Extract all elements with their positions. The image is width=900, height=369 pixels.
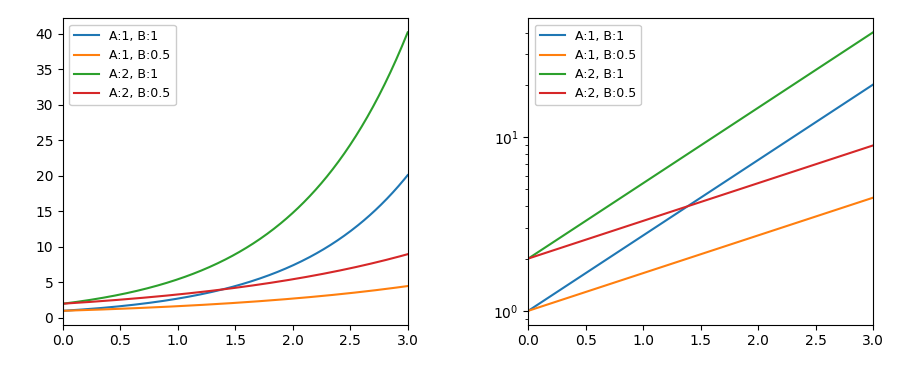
- A:1, B:0.5: [868, 196, 878, 200]
- A:1, B:0.5: [263, 298, 274, 303]
- A:2, B:1: [814, 66, 824, 70]
- A:1, B:1: [814, 118, 824, 123]
- A:2, B:0.5: [58, 301, 68, 306]
- A:2, B:0.5: [370, 261, 381, 265]
- A:1, B:1: [268, 271, 279, 276]
- Line: A:2, B:0.5: A:2, B:0.5: [63, 254, 408, 304]
- Line: A:2, B:1: A:2, B:1: [528, 32, 873, 259]
- A:2, B:0.5: [835, 154, 846, 158]
- A:1, B:0.5: [523, 308, 534, 313]
- A:1, B:1: [370, 208, 381, 212]
- A:1, B:1: [835, 104, 846, 108]
- A:1, B:0.5: [814, 213, 824, 218]
- A:1, B:1: [523, 308, 534, 313]
- Legend: A:1, B:1, A:1, B:0.5, A:2, B:1, A:2, B:0.5: A:1, B:1, A:1, B:0.5, A:2, B:1, A:2, B:0…: [535, 25, 641, 106]
- A:2, B:1: [402, 30, 413, 35]
- A:1, B:1: [263, 273, 274, 278]
- A:2, B:1: [268, 227, 279, 231]
- A:1, B:0.5: [728, 241, 739, 246]
- A:2, B:0.5: [402, 252, 413, 256]
- A:2, B:0.5: [263, 281, 274, 285]
- Line: A:2, B:0.5: A:2, B:0.5: [528, 145, 873, 259]
- A:1, B:1: [58, 308, 68, 313]
- A:2, B:0.5: [728, 189, 739, 193]
- A:1, B:0.5: [58, 308, 68, 313]
- A:2, B:1: [835, 51, 846, 56]
- Legend: A:1, B:1, A:1, B:0.5, A:2, B:1, A:2, B:0.5: A:1, B:1, A:1, B:0.5, A:2, B:1, A:2, B:0…: [69, 25, 176, 106]
- Line: A:1, B:0.5: A:1, B:0.5: [63, 286, 408, 311]
- A:1, B:1: [58, 308, 69, 313]
- A:1, B:0.5: [268, 298, 279, 302]
- A:1, B:0.5: [58, 308, 69, 313]
- A:2, B:1: [263, 231, 274, 235]
- A:2, B:1: [348, 138, 359, 142]
- A:1, B:0.5: [835, 206, 846, 211]
- A:2, B:0.5: [814, 161, 824, 165]
- A:1, B:1: [348, 227, 359, 231]
- A:2, B:1: [58, 301, 68, 306]
- A:1, B:1: [262, 274, 273, 278]
- A:2, B:1: [727, 123, 738, 127]
- A:2, B:1: [523, 256, 534, 261]
- A:1, B:1: [524, 308, 535, 312]
- Line: A:1, B:1: A:1, B:1: [528, 85, 873, 311]
- Line: A:1, B:1: A:1, B:1: [63, 175, 408, 311]
- A:2, B:1: [524, 256, 535, 260]
- A:2, B:0.5: [348, 265, 359, 270]
- A:2, B:0.5: [58, 301, 69, 306]
- A:2, B:1: [262, 232, 273, 236]
- A:1, B:0.5: [370, 288, 381, 293]
- A:1, B:1: [728, 174, 739, 178]
- A:1, B:0.5: [348, 290, 359, 295]
- A:2, B:1: [734, 118, 744, 123]
- A:2, B:0.5: [262, 281, 273, 286]
- A:2, B:0.5: [868, 143, 878, 148]
- A:1, B:1: [727, 175, 738, 179]
- Line: A:2, B:1: A:2, B:1: [63, 32, 408, 304]
- A:2, B:0.5: [268, 280, 279, 284]
- A:2, B:1: [58, 301, 69, 306]
- A:2, B:1: [728, 122, 739, 126]
- Line: A:1, B:0.5: A:1, B:0.5: [528, 198, 873, 311]
- A:1, B:1: [402, 173, 413, 177]
- A:2, B:0.5: [523, 256, 534, 261]
- A:1, B:1: [734, 170, 744, 175]
- A:2, B:1: [868, 30, 878, 35]
- A:1, B:0.5: [734, 239, 744, 244]
- A:2, B:0.5: [734, 187, 744, 192]
- A:2, B:0.5: [727, 189, 738, 194]
- A:1, B:1: [868, 82, 878, 87]
- A:2, B:1: [370, 100, 381, 104]
- A:2, B:0.5: [524, 256, 535, 261]
- A:1, B:0.5: [262, 299, 273, 303]
- A:1, B:0.5: [524, 308, 535, 313]
- A:1, B:0.5: [727, 242, 738, 246]
- A:1, B:0.5: [402, 284, 413, 288]
